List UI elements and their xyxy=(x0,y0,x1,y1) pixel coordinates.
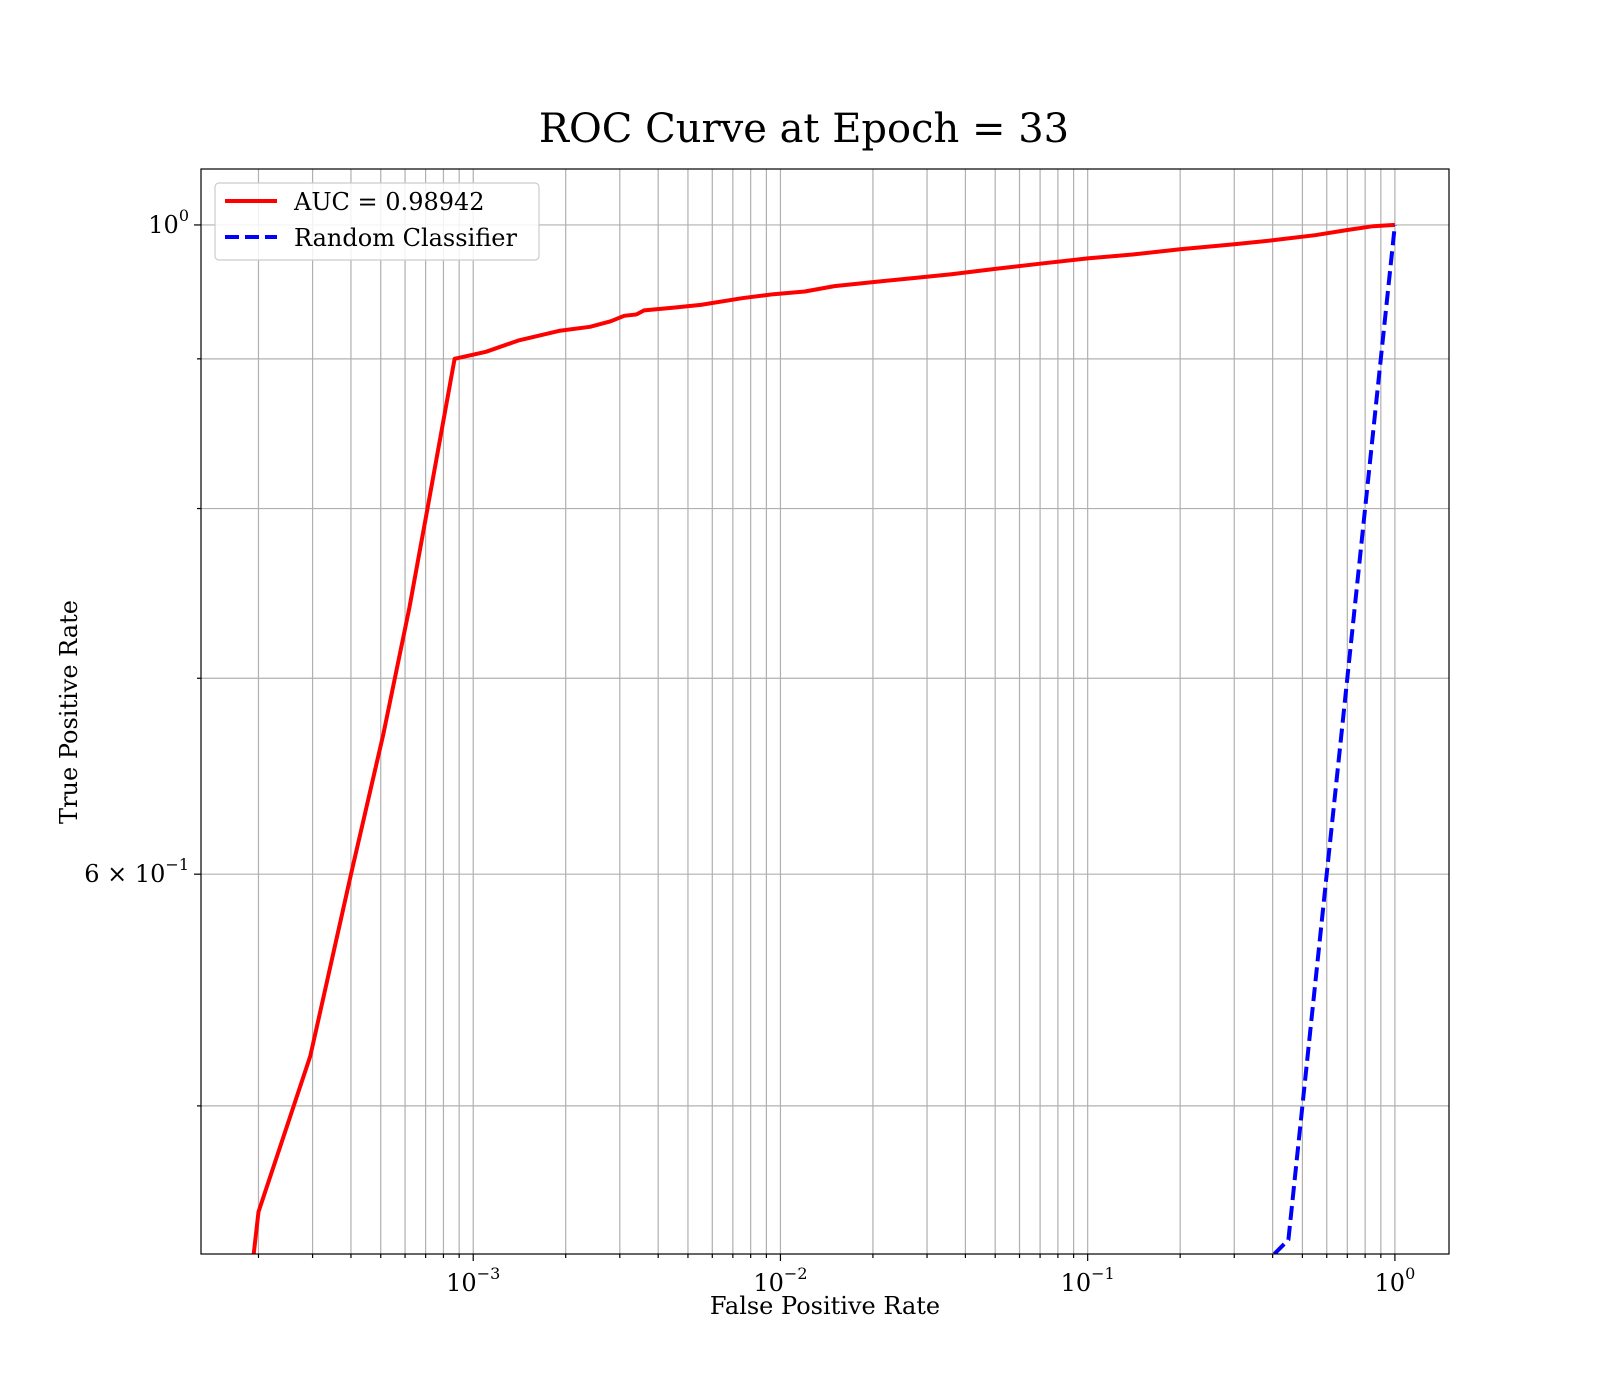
x-tick-label: 10−3 xyxy=(446,1264,500,1297)
y-tick-label: 6 × 10−1 xyxy=(84,855,189,888)
legend-label-auc: AUC = 0.98942 xyxy=(293,188,485,216)
chart-title: ROC Curve at Epoch = 33 xyxy=(539,106,1069,152)
axis-ticks: 10−3 10−2 10−1 100 100 6 × 10−1 xyxy=(84,206,1415,1297)
y-tick-label: 100 xyxy=(148,206,189,239)
roc-curve-line xyxy=(251,222,1396,1254)
legend-frame xyxy=(214,182,540,261)
plot-frame xyxy=(200,168,1450,1255)
legend: AUC = 0.98942 Random Classifier xyxy=(214,182,540,261)
random-classifier-line xyxy=(1272,224,1397,1254)
x-axis-label: False Positive Rate xyxy=(710,1292,940,1320)
x-tick-label: 100 xyxy=(1375,1264,1416,1297)
series-layer xyxy=(251,222,1397,1254)
grid xyxy=(201,169,1449,1254)
legend-label-random: Random Classifier xyxy=(294,224,517,252)
y-axis-label: True Positive Rate xyxy=(55,600,83,824)
x-tick-label: 10−2 xyxy=(753,1264,807,1297)
x-tick-label: 10−1 xyxy=(1061,1264,1115,1297)
